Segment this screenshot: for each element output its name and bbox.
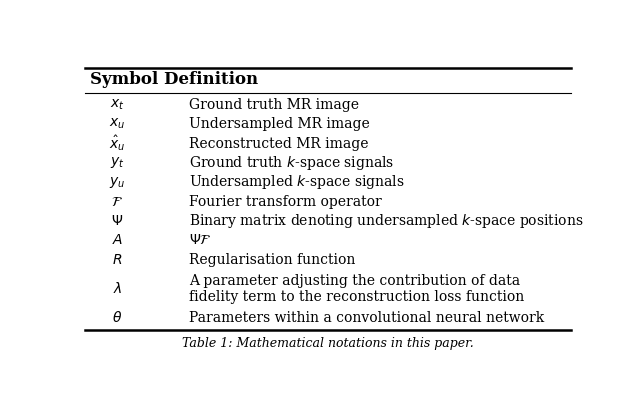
Text: fidelity term to the reconstruction loss function: fidelity term to the reconstruction loss…	[189, 290, 524, 304]
Text: $\theta$: $\theta$	[112, 310, 122, 325]
Text: $\Psi\mathcal{F}$: $\Psi\mathcal{F}$	[189, 233, 212, 247]
Text: Parameters within a convolutional neural network: Parameters within a convolutional neural…	[189, 311, 545, 325]
Text: Symbol Definition: Symbol Definition	[90, 71, 258, 88]
Text: $y_u$: $y_u$	[109, 175, 125, 190]
Text: $\hat{x}_u$: $\hat{x}_u$	[109, 134, 125, 153]
Text: $\Psi$: $\Psi$	[111, 214, 124, 228]
Text: Undersampled $k$-space signals: Undersampled $k$-space signals	[189, 173, 404, 191]
Text: $x_t$: $x_t$	[110, 98, 125, 112]
Text: $\mathcal{F}$: $\mathcal{F}$	[111, 194, 123, 208]
Text: Binary matrix denoting undersampled $k$-space positions: Binary matrix denoting undersampled $k$-…	[189, 212, 584, 230]
Text: $R$: $R$	[112, 253, 122, 267]
Text: Ground truth MR image: Ground truth MR image	[189, 98, 359, 112]
Text: $A$: $A$	[111, 233, 123, 247]
Text: $y_t$: $y_t$	[110, 155, 125, 170]
Text: Reconstructed MR image: Reconstructed MR image	[189, 136, 369, 150]
Text: Undersampled MR image: Undersampled MR image	[189, 117, 370, 131]
Text: Ground truth $k$-space signals: Ground truth $k$-space signals	[189, 154, 394, 172]
Text: A parameter adjusting the contribution of data: A parameter adjusting the contribution o…	[189, 274, 520, 288]
Text: $\lambda$: $\lambda$	[113, 281, 122, 296]
Text: Regularisation function: Regularisation function	[189, 253, 355, 267]
Text: $x_u$: $x_u$	[109, 117, 125, 131]
Text: Table 1: Mathematical notations in this paper.: Table 1: Mathematical notations in this …	[182, 337, 474, 350]
Text: Fourier transform operator: Fourier transform operator	[189, 194, 382, 208]
